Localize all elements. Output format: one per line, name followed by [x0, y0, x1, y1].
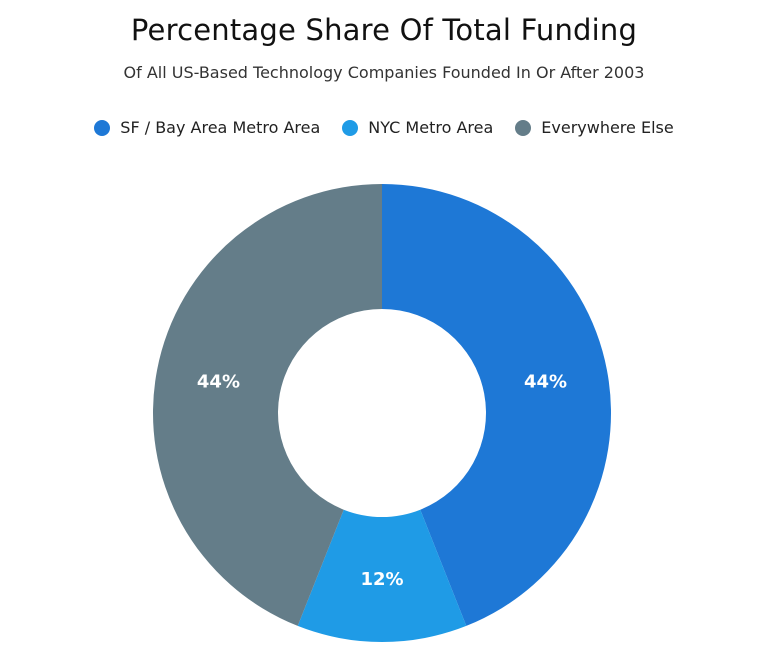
legend-swatch-sf-bay-area	[94, 120, 111, 136]
legend-item-sf-bay-area[interactable]: SF / Bay Area Metro Area	[94, 116, 320, 140]
donut-slices	[153, 184, 612, 642]
donut-slice-labels: 44% 12% 44%	[197, 371, 567, 590]
legend-swatch-everywhere-else	[515, 120, 532, 136]
donut-slice-nyc-metro[interactable]	[297, 509, 467, 642]
chart-title: Percentage Share Of Total Funding	[130, 13, 638, 47]
donut-slice-sf-bay-area[interactable]	[382, 184, 612, 626]
legend-swatch-nyc-metro	[342, 120, 359, 136]
donut-slice-everywhere-else[interactable]	[153, 184, 382, 626]
legend: SF / Bay Area Metro Area NYC Metro Area …	[0, 116, 768, 140]
chart-subtitle: Of All US-Based Technology Companies Fou…	[123, 63, 645, 82]
slice-label-everywhere-else: 44%	[197, 371, 240, 392]
legend-item-nyc-metro[interactable]: NYC Metro Area	[342, 116, 493, 140]
legend-label-nyc-metro: NYC Metro Area	[368, 118, 494, 137]
legend-item-everywhere-else[interactable]: Everywhere Else	[515, 116, 674, 140]
slice-label-nyc-metro: 12%	[360, 569, 403, 590]
slice-label-sf-bay-area: 44%	[524, 371, 567, 392]
legend-label-sf-bay-area: SF / Bay Area Metro Area	[120, 118, 321, 137]
legend-label-everywhere-else: Everywhere Else	[541, 118, 674, 137]
